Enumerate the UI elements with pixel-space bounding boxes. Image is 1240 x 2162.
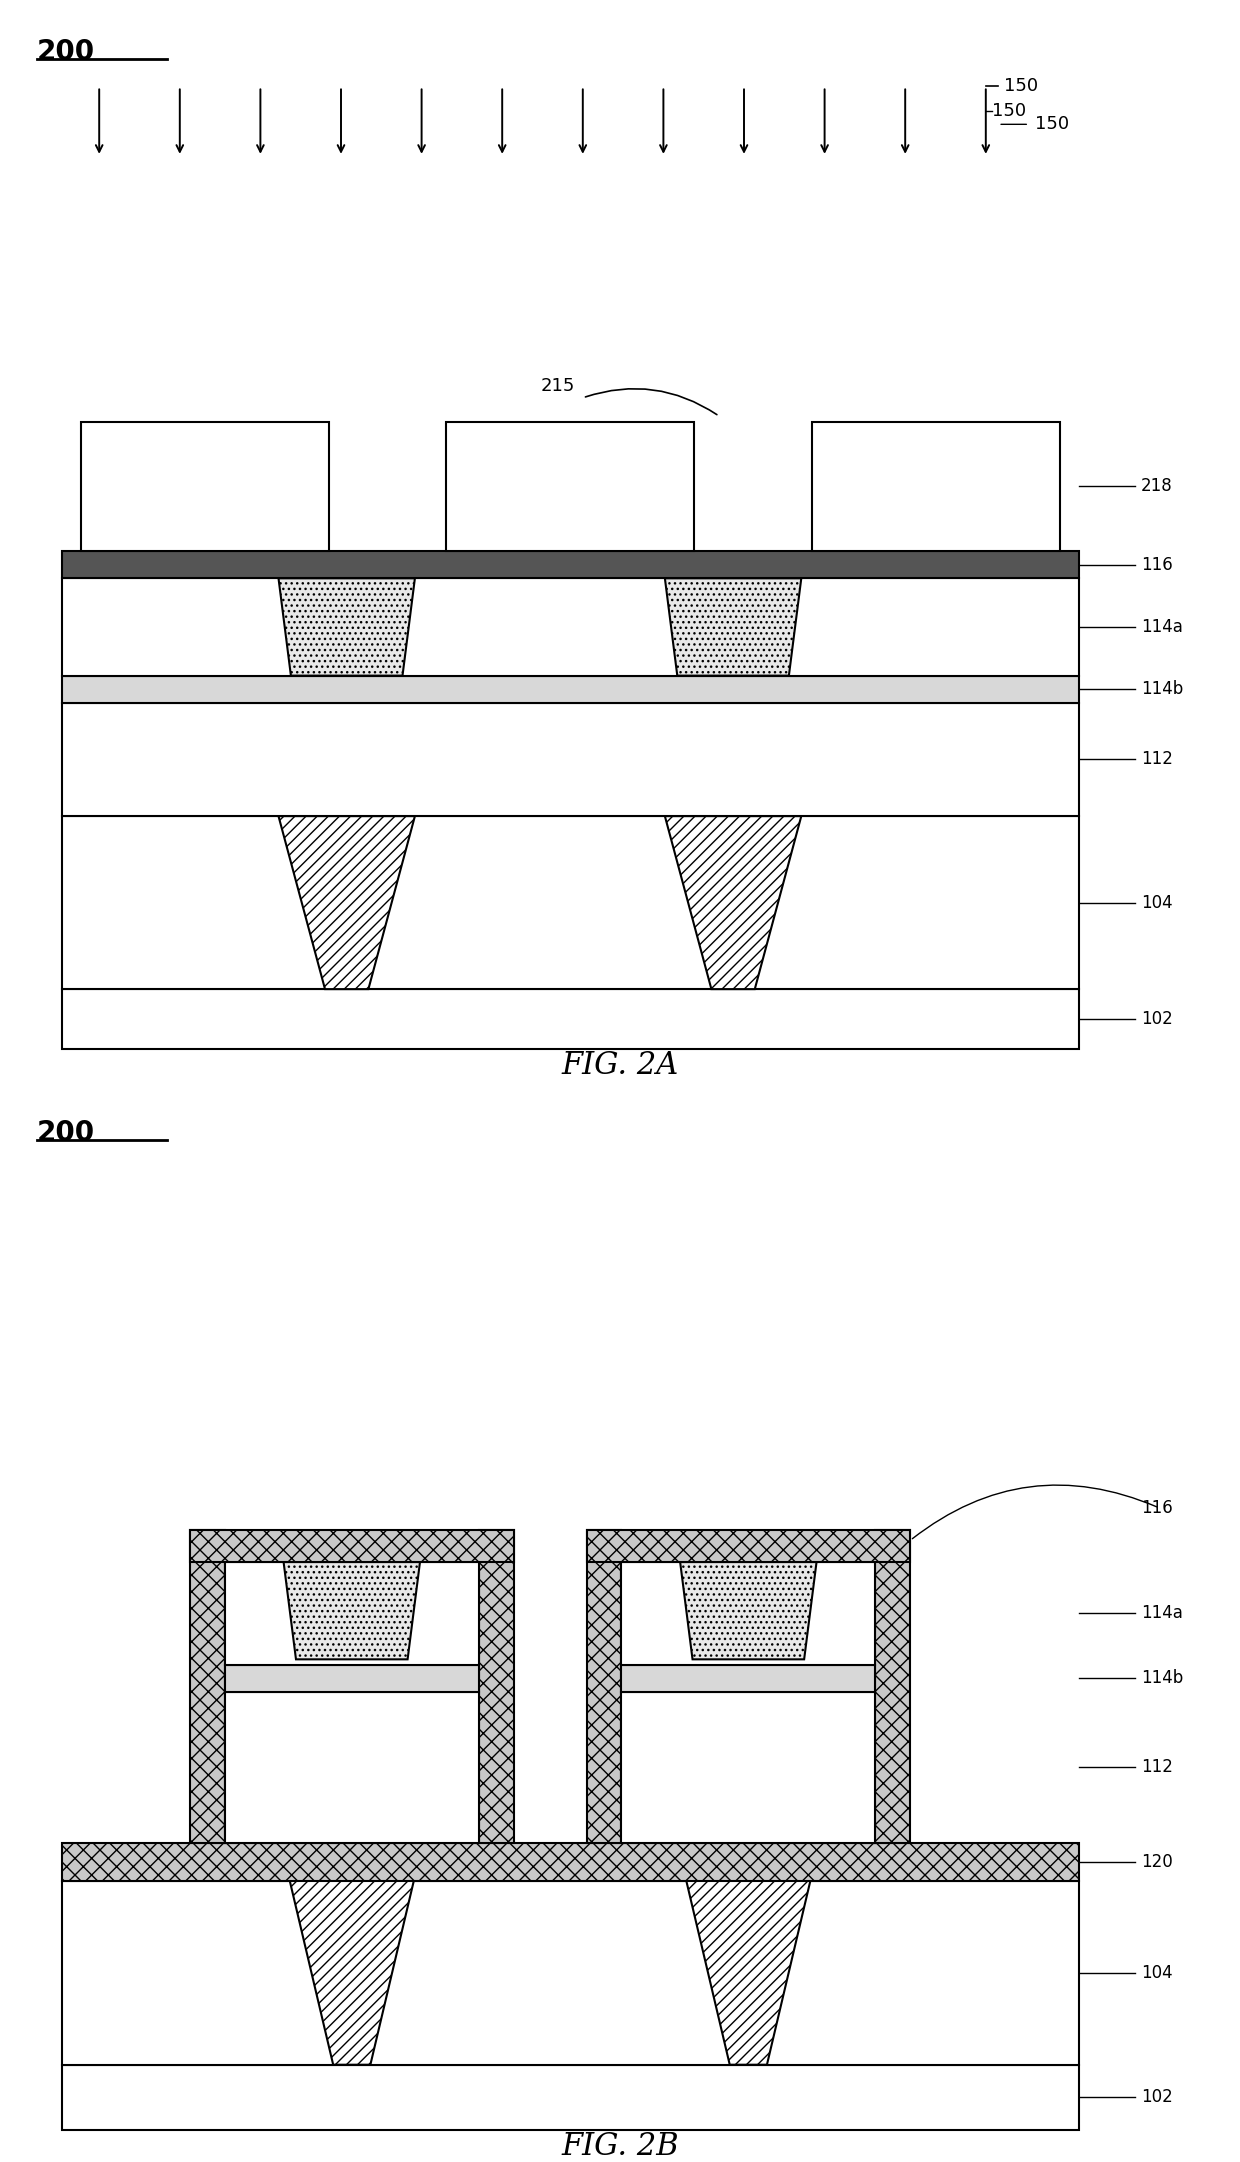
Text: 114a: 114a [1141, 1604, 1183, 1622]
Bar [62, 1842, 1079, 1881]
Bar [62, 1881, 1079, 2065]
Text: 112: 112 [1141, 1758, 1173, 1777]
Bar [621, 1561, 875, 1665]
Bar [62, 2065, 1079, 2130]
Text: 112: 112 [1141, 750, 1173, 768]
Bar [62, 703, 1079, 815]
Polygon shape [290, 1881, 414, 2065]
Bar [587, 1531, 621, 1842]
Text: 102: 102 [1141, 2088, 1173, 2106]
Text: 104: 104 [1141, 893, 1173, 912]
Text: FIG. 2B: FIG. 2B [562, 2132, 678, 2162]
Bar [62, 577, 1079, 675]
Polygon shape [687, 1881, 811, 2065]
Bar [62, 551, 1079, 577]
Bar [875, 1531, 910, 1842]
Text: 120: 120 [1141, 1853, 1173, 1870]
Bar [812, 422, 1060, 551]
Text: 218: 218 [1141, 478, 1173, 495]
Text: 116: 116 [1141, 556, 1173, 573]
Bar [621, 1665, 875, 1691]
Polygon shape [279, 815, 415, 990]
Text: 150: 150 [1035, 115, 1070, 134]
Text: 114a: 114a [1141, 618, 1183, 636]
Polygon shape [680, 1561, 816, 1660]
Polygon shape [284, 1561, 420, 1660]
Text: 102: 102 [1141, 1010, 1173, 1027]
Bar [621, 1691, 875, 1842]
Text: 114b: 114b [1141, 1669, 1183, 1686]
Bar [190, 1531, 224, 1842]
Polygon shape [665, 815, 801, 990]
Text: 150: 150 [992, 102, 1027, 119]
Bar [446, 422, 694, 551]
Bar [62, 815, 1079, 990]
Text: 215: 215 [541, 376, 575, 393]
Text: 104: 104 [1141, 1963, 1173, 1983]
Polygon shape [665, 577, 801, 675]
Text: FIG. 2A: FIG. 2A [562, 1051, 678, 1081]
Bar [62, 990, 1079, 1049]
Text: 114b: 114b [1141, 681, 1183, 698]
Bar [587, 1531, 910, 1561]
Bar [224, 1561, 479, 1665]
Bar [224, 1691, 479, 1842]
Bar [224, 1665, 479, 1691]
Bar [81, 422, 329, 551]
Text: 116: 116 [1141, 1498, 1173, 1518]
Polygon shape [279, 577, 415, 675]
Bar [190, 1531, 513, 1561]
Text: 150: 150 [1004, 78, 1039, 95]
Text: 200: 200 [37, 1118, 95, 1146]
Text: 200: 200 [37, 37, 95, 65]
Bar [62, 675, 1079, 703]
Bar [479, 1531, 513, 1842]
